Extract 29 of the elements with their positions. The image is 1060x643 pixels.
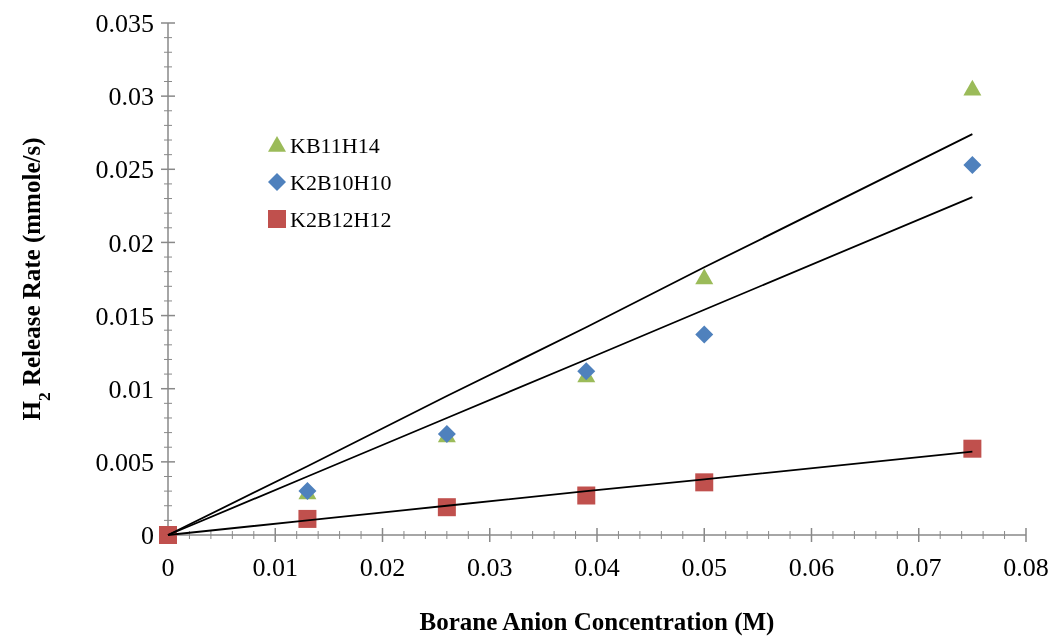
point bbox=[963, 79, 982, 96]
x-tick-label: 0.04 bbox=[574, 553, 620, 583]
point bbox=[437, 498, 456, 517]
point bbox=[577, 362, 596, 381]
x-axis-title: Borane Anion Concentration (M) bbox=[419, 608, 775, 636]
legend-label: KB11H14 bbox=[290, 132, 380, 158]
x-tick-label: 0.06 bbox=[788, 553, 835, 583]
x-tick-label: 0.02 bbox=[359, 553, 406, 583]
point bbox=[695, 325, 714, 344]
point bbox=[963, 155, 982, 174]
y-tick-label: 0.02 bbox=[108, 228, 154, 258]
x-tick-label: 0.01 bbox=[252, 553, 298, 583]
point bbox=[159, 526, 177, 544]
y-tick-label: 0.035 bbox=[95, 9, 154, 39]
y-tick-label: 0.025 bbox=[95, 155, 154, 185]
legend-label: K2B12H12 bbox=[290, 206, 392, 232]
x-tick-label: 0.07 bbox=[896, 553, 942, 583]
y-tick-label: 0.005 bbox=[95, 447, 154, 477]
y-tick-label: 0 bbox=[141, 521, 154, 551]
y-tick-label: 0.03 bbox=[108, 82, 154, 112]
point bbox=[963, 439, 982, 458]
x-tick-label: 0.03 bbox=[467, 553, 513, 583]
y-tick-label: 0.015 bbox=[95, 301, 154, 331]
x-tick-label: 0.05 bbox=[681, 553, 727, 583]
y-tick-label: 0.01 bbox=[108, 374, 154, 404]
x-tick-label: 0.08 bbox=[1003, 553, 1049, 583]
x-tick-label: 0 bbox=[161, 553, 175, 583]
point bbox=[695, 268, 714, 285]
legend-label: K2B10H10 bbox=[290, 169, 392, 195]
